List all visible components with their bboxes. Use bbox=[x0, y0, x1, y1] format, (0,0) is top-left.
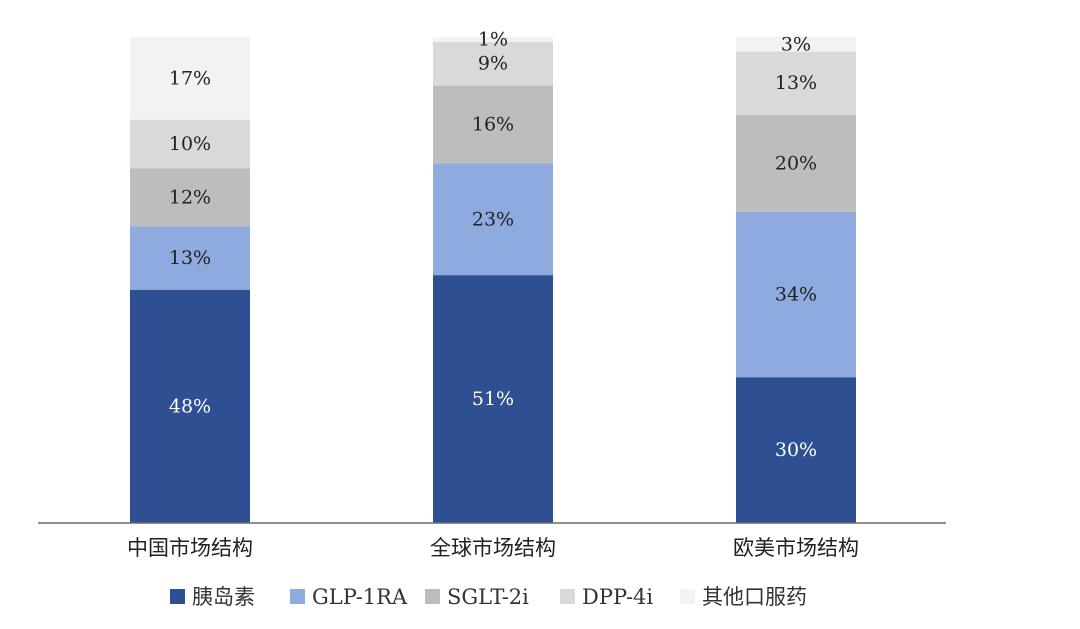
bar-segment bbox=[130, 289, 250, 523]
legend-label: SGLT-2i bbox=[447, 585, 529, 609]
legend-label: 胰岛素 bbox=[192, 585, 255, 609]
legend-label: DPP-4i bbox=[582, 585, 653, 609]
bar-stack bbox=[433, 37, 553, 523]
category-labels: 中国市场结构 全球市场结构 欧美市场结构 bbox=[127, 536, 859, 560]
bar-segment bbox=[736, 51, 856, 115]
bar-segment bbox=[433, 41, 553, 86]
bar-segment bbox=[130, 226, 250, 290]
category-label: 欧美市场结构 bbox=[733, 536, 859, 560]
data-label: 51% bbox=[472, 388, 514, 410]
data-label: 20% bbox=[775, 152, 817, 174]
bar-segment bbox=[130, 119, 250, 169]
data-label: 10% bbox=[169, 133, 211, 155]
data-label: 34% bbox=[775, 284, 817, 306]
bar-stack bbox=[736, 37, 856, 523]
bars-layer bbox=[130, 37, 856, 523]
bar-segment bbox=[433, 163, 553, 276]
bar-segment bbox=[433, 37, 553, 42]
legend-swatch bbox=[560, 589, 575, 604]
bar-segment bbox=[736, 211, 856, 378]
data-label: 1% bbox=[478, 28, 508, 50]
bar-segment bbox=[736, 37, 856, 52]
legend: 胰岛素 GLP-1RA SGLT-2i DPP-4i 其他口服药 bbox=[170, 585, 807, 609]
legend-swatch bbox=[425, 589, 440, 604]
legend-item: DPP-4i bbox=[560, 585, 653, 609]
bar-segment bbox=[130, 37, 250, 120]
bar-segment bbox=[736, 114, 856, 212]
bar-segment bbox=[433, 85, 553, 164]
category-label: 全球市场结构 bbox=[430, 536, 556, 560]
data-label: 16% bbox=[472, 113, 514, 135]
data-label: 48% bbox=[169, 395, 211, 417]
legend-item: 胰岛素 bbox=[170, 585, 255, 609]
data-labels-layer: 48% 13% 12% 10% 17% 51% 23% 16% 9% 1% 30% 34% 20% 13%… bbox=[169, 28, 817, 461]
bar-segment bbox=[736, 377, 856, 523]
data-label: 12% bbox=[169, 186, 211, 208]
data-label: 17% bbox=[169, 67, 211, 89]
legend-item: 其他口服药 bbox=[680, 585, 807, 609]
legend-item: GLP-1RA bbox=[290, 585, 408, 609]
legend-swatch bbox=[170, 589, 185, 604]
legend-swatch bbox=[680, 589, 695, 604]
data-label: 23% bbox=[472, 208, 514, 230]
legend-item: SGLT-2i bbox=[425, 585, 529, 609]
data-label: 13% bbox=[775, 72, 817, 94]
data-label: 30% bbox=[775, 439, 817, 461]
bar-segment bbox=[433, 275, 553, 523]
category-label: 中国市场结构 bbox=[127, 536, 253, 560]
legend-label: 其他口服药 bbox=[702, 585, 807, 609]
data-label: 3% bbox=[781, 33, 811, 55]
bar-segment bbox=[130, 168, 250, 227]
data-label: 9% bbox=[478, 53, 508, 75]
legend-swatch bbox=[290, 589, 305, 604]
bar-stack bbox=[130, 37, 250, 523]
data-label: 13% bbox=[169, 247, 211, 269]
legend-label: GLP-1RA bbox=[312, 585, 408, 609]
